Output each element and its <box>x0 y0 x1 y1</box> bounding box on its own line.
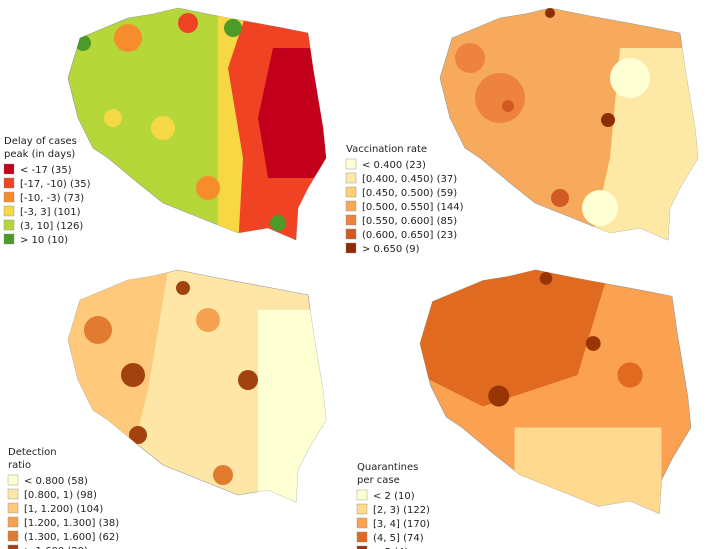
legend-swatch <box>3 205 15 217</box>
legend-swatch <box>345 172 357 184</box>
legend-swatch <box>356 531 368 543</box>
legend-swatch <box>7 516 19 528</box>
legend-swatch <box>7 530 19 542</box>
legend-label: [0.500, 0.550] (144) <box>362 202 464 213</box>
legend-swatch <box>3 191 15 203</box>
legend-label: > 1.600 (20) <box>24 546 88 549</box>
legend-swatch <box>3 163 15 175</box>
legend-swatch <box>345 200 357 212</box>
legend-swatch <box>356 489 368 501</box>
legend-label: [0.550, 0.600] (85) <box>362 216 457 227</box>
legend-label: [1.200, 1.300] (38) <box>24 518 119 529</box>
map-detection <box>67 269 327 503</box>
legend-label: [0.800, 1) (98) <box>24 490 97 501</box>
legend-label: [1, 1.200) (104) <box>24 504 103 515</box>
legend-label: < 0.400 (23) <box>362 160 426 171</box>
legend-swatch <box>7 502 19 514</box>
legend-label: [0.450, 0.500) (59) <box>362 188 457 199</box>
legend-label: < 0.800 (58) <box>24 476 88 487</box>
legend-title: Quarantines <box>357 462 418 473</box>
legend-title: Detection <box>8 447 57 458</box>
legend-label: > 10 (10) <box>20 235 68 246</box>
legend-label: [3, 4] (170) <box>373 519 430 530</box>
legends: Delay of cases peak (in days) < -17 (35) [-… <box>3 136 464 549</box>
legend-swatch <box>356 503 368 515</box>
legend-title: peak (in days) <box>4 149 75 160</box>
legend-label: [-17, -10) (35) <box>20 179 91 190</box>
legend-label: [-3, 3] (101) <box>20 207 81 218</box>
legend-title: per case <box>357 475 400 486</box>
legend-swatch <box>7 474 19 486</box>
legend-title: ratio <box>8 460 31 471</box>
legend-swatch <box>3 219 15 231</box>
legend-swatch <box>7 488 19 500</box>
legend-label: < -17 (35) <box>20 165 72 176</box>
legend-label: (1.300, 1.600] (62) <box>24 532 119 543</box>
legend-swatch <box>345 228 357 240</box>
map-quarantines <box>419 269 692 515</box>
legend-swatch <box>3 177 15 189</box>
legend-title: Delay of cases <box>4 136 77 147</box>
map-vaccination <box>439 7 699 241</box>
legend-label: [2, 3) (122) <box>373 505 430 516</box>
legend-swatch <box>3 233 15 245</box>
legend-label: < 2 (10) <box>373 491 415 502</box>
legend-label: (3, 10] (126) <box>20 221 83 232</box>
map-delay <box>67 7 327 241</box>
legend-swatch <box>345 214 357 226</box>
legend-label: [0.400, 0.450) (37) <box>362 174 457 185</box>
legend-title: Vaccination rate <box>346 144 427 155</box>
legend-swatch <box>7 544 19 549</box>
legend-swatch <box>356 545 368 549</box>
legend-swatch <box>356 517 368 529</box>
legend-swatch <box>345 186 357 198</box>
legend-label: (0.600, 0.650] (23) <box>362 230 457 241</box>
legend-swatch <box>345 158 357 170</box>
legend-label: [-10, -3) (73) <box>20 193 84 204</box>
legend-label: > 0.650 (9) <box>362 244 420 255</box>
legend-label: (4, 5] (74) <box>373 533 424 544</box>
legend-label: > 5 (4) <box>373 547 408 549</box>
legend-swatch <box>345 242 357 254</box>
